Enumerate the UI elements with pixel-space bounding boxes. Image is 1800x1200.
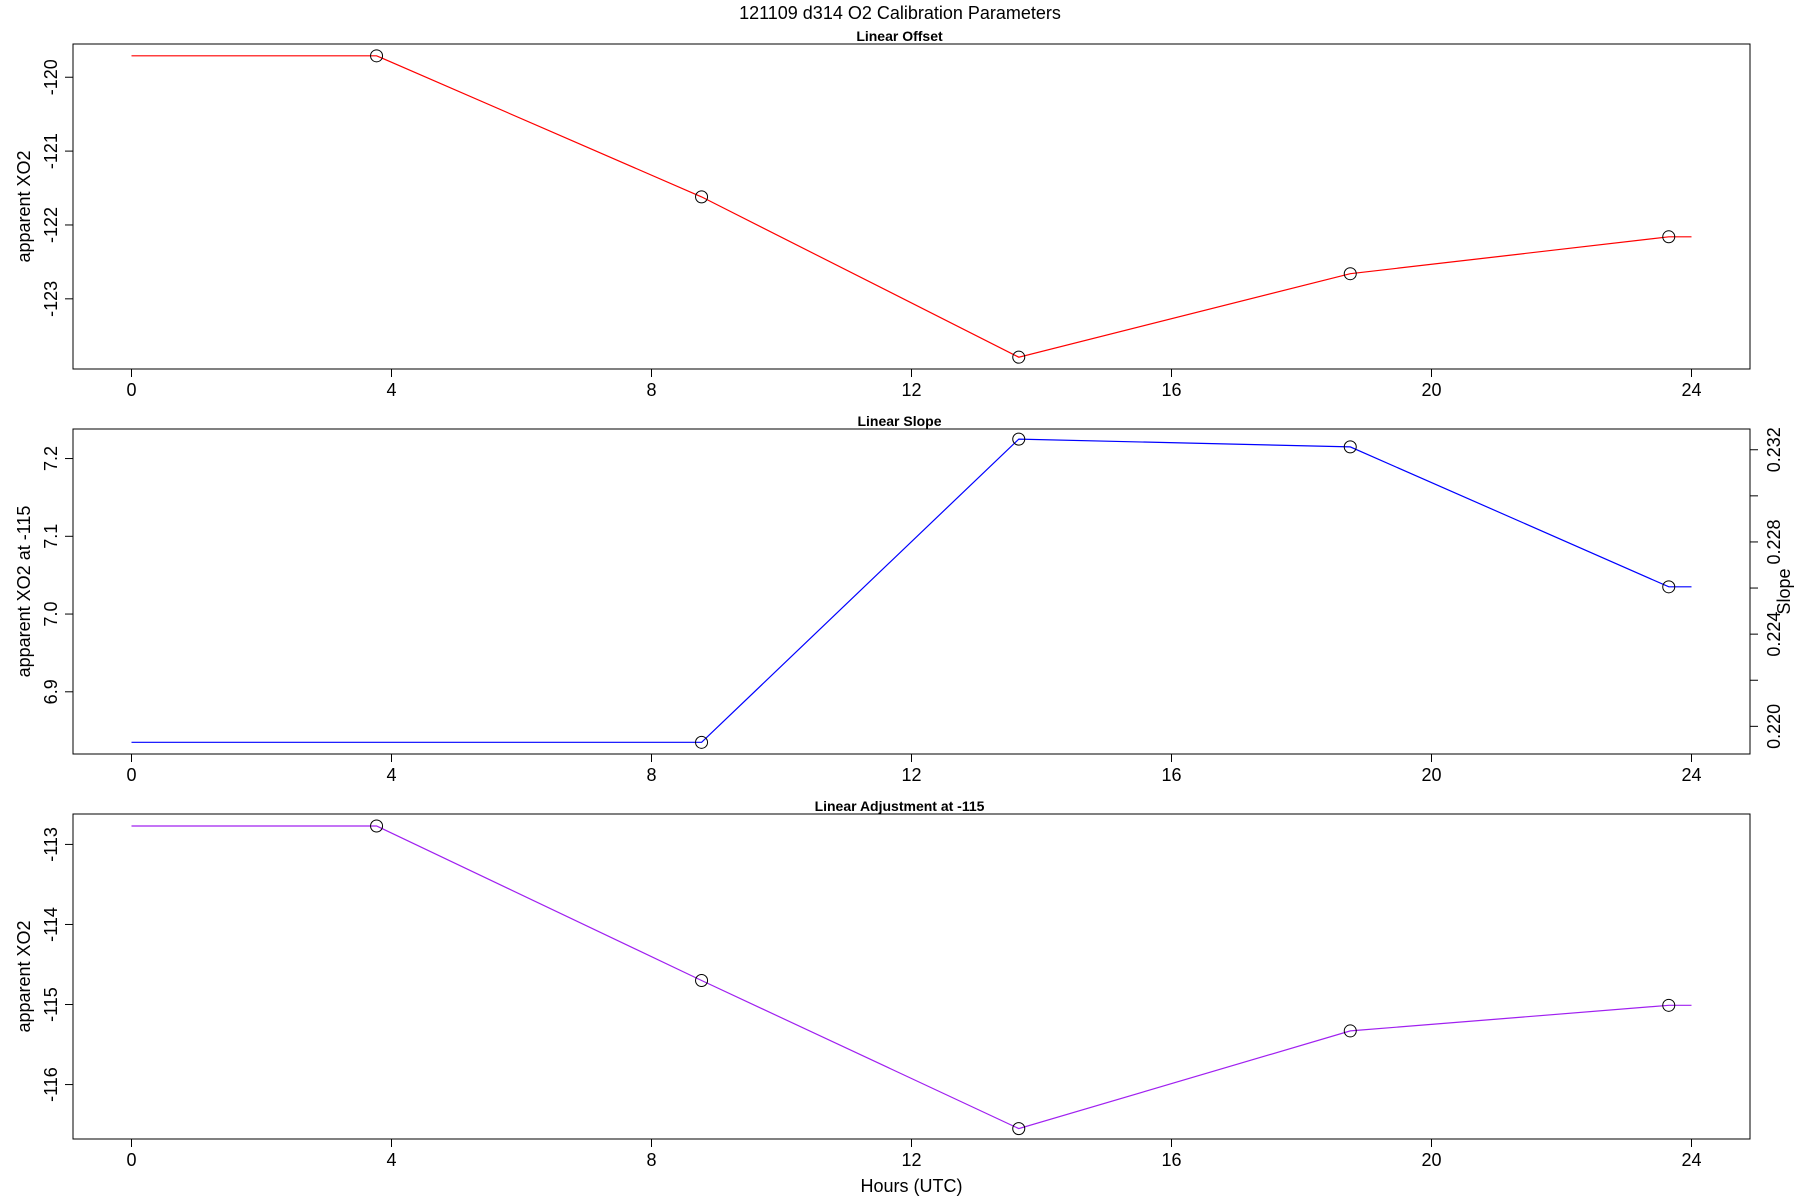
x-tick-label: 12: [901, 765, 921, 785]
x-axis-title: Hours (UTC): [861, 1176, 963, 1196]
data-point: [1343, 440, 1357, 454]
panel-3: Linear Adjustment at -115 0 4 8 12 16 20 24 -113…: [14, 798, 1751, 1196]
y2-tick-label: 0.220: [1764, 704, 1784, 749]
y2-tick-label: 0.224: [1764, 612, 1784, 657]
y-tick-label: -116: [41, 1067, 61, 1102]
data-point: [695, 190, 709, 204]
data-point: [1012, 350, 1026, 364]
y2-tick-label: 0.232: [1764, 427, 1784, 472]
y-tick-label: 7.2: [41, 446, 61, 471]
y-axis-title: apparent XO2: [14, 920, 34, 1032]
x-tick-label: 4: [386, 765, 396, 785]
plot-frame: [72, 428, 1751, 755]
x-tick-label: 20: [1421, 1150, 1441, 1170]
y2-tick-label: 0.228: [1764, 519, 1784, 564]
x-tick-label: 12: [901, 380, 921, 400]
y-axis-title: apparent XO2: [14, 150, 34, 262]
y-axis-title: apparent XO2 at -115: [14, 506, 34, 678]
y-tick-label: 7.0: [41, 602, 61, 627]
data-point: [370, 819, 384, 833]
data-point: [1343, 1024, 1357, 1038]
panels: Linear Offset 0 4 8 12 16 20 24 -120 -121 -122 -123…: [14, 28, 1794, 1196]
figure-title: 121109 d314 O2 Calibration Parameters: [739, 3, 1061, 23]
x-tick-label: 16: [1161, 380, 1181, 400]
y-tick-label: 6.9: [41, 679, 61, 704]
panel-title: Linear Adjustment at -115: [815, 798, 985, 814]
plot-frame: [72, 813, 1751, 1140]
data-point: [1662, 998, 1676, 1012]
y-tick-label: -113: [41, 827, 61, 862]
y-tick-label: -122: [41, 207, 61, 243]
x-tick-label: 4: [386, 380, 396, 400]
data-point: [1662, 580, 1676, 594]
data-point: [370, 49, 384, 63]
y-tick-label: -123: [41, 281, 61, 317]
x-tick-label: 24: [1681, 380, 1701, 400]
x-tick-label: 8: [646, 765, 656, 785]
x-tick-label: 8: [646, 1150, 656, 1170]
y-tick-label: -120: [41, 59, 61, 95]
x-tick-label: 24: [1681, 1150, 1701, 1170]
data-point: [1012, 432, 1026, 446]
y-tick-label: 7.1: [41, 524, 61, 549]
panel-title: Linear Slope: [857, 413, 941, 429]
panel-1: Linear Offset 0 4 8 12 16 20 24 -120 -121 -122 -123…: [14, 28, 1751, 400]
y-tick-label: -114: [41, 907, 61, 942]
x-tick-label: 8: [646, 380, 656, 400]
data-point: [695, 974, 709, 988]
data-point: [695, 735, 709, 749]
data-point: [1662, 230, 1676, 244]
x-tick-label: 16: [1161, 1150, 1181, 1170]
data-point: [1012, 1122, 1026, 1136]
x-tick-label: 0: [126, 380, 136, 400]
x-tick-label: 16: [1161, 765, 1181, 785]
y-tick-label: -115: [41, 987, 61, 1022]
x-tick-label: 0: [126, 1150, 136, 1170]
y-tick-label: -121: [41, 133, 61, 169]
data-point: [1343, 267, 1357, 281]
plot-frame: [72, 43, 1751, 370]
x-tick-label: 0: [126, 765, 136, 785]
x-tick-label: 20: [1421, 380, 1441, 400]
x-tick-label: 20: [1421, 765, 1441, 785]
series-line: [131, 825, 1692, 1130]
series-line: [131, 438, 1692, 743]
panel-2: Linear Slope 0 4 8 12 16 20 24 6.9 7.0 7.1 7.2 appar…: [14, 413, 1794, 785]
series-line: [131, 55, 1692, 358]
x-tick-label: 12: [901, 1150, 921, 1170]
panel-title: Linear Offset: [856, 28, 943, 44]
x-tick-label: 24: [1681, 765, 1701, 785]
y2-axis-title: Slope: [1774, 568, 1794, 614]
x-tick-label: 4: [386, 1150, 396, 1170]
